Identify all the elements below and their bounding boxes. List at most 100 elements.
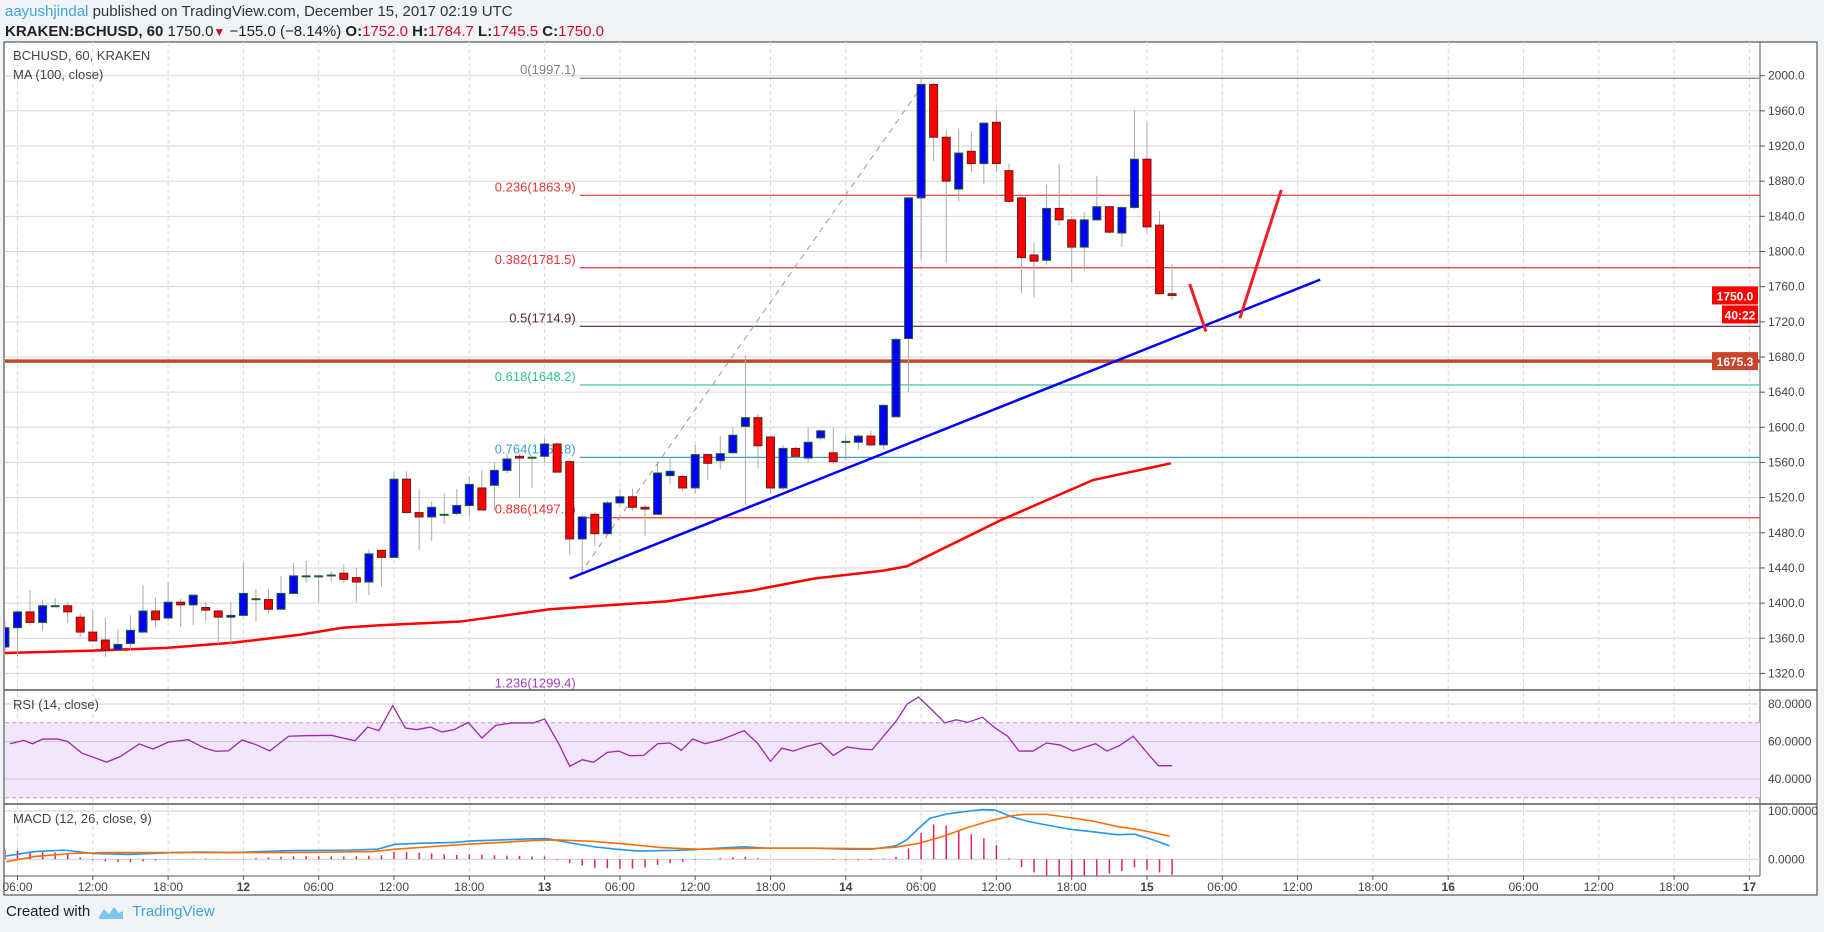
candle xyxy=(452,505,462,514)
y-tick-label: 1600.0 xyxy=(1768,420,1805,434)
candle xyxy=(75,616,85,633)
y-tick-label: 1360.0 xyxy=(1768,631,1805,645)
down-triangle-icon: ▼ xyxy=(213,25,226,39)
candle xyxy=(841,440,851,443)
candle xyxy=(13,611,22,629)
rsi-legend: RSI (14, close) xyxy=(13,697,99,712)
x-tick-label: 18:00 xyxy=(755,880,785,894)
x-tick-label: 18:00 xyxy=(454,880,484,894)
candle xyxy=(916,83,926,199)
x-tick-label: 18:00 xyxy=(1659,880,1689,894)
fib-label: 0.236(1863.9) xyxy=(495,179,576,194)
candle xyxy=(238,592,248,616)
x-tick-label: 18:00 xyxy=(153,880,183,894)
candle xyxy=(188,594,198,606)
x-tick-label: 14 xyxy=(839,880,853,894)
candle xyxy=(326,574,336,577)
ma100-line xyxy=(5,462,1172,655)
author-link[interactable]: aayushjindal xyxy=(5,3,89,20)
countdown-badge: 40:22 xyxy=(1725,308,1756,322)
x-tick-label: 18:00 xyxy=(1057,880,1087,894)
open-value: 1752.0 xyxy=(362,23,408,40)
y-tick-label: 1720.0 xyxy=(1768,315,1805,329)
candle xyxy=(803,441,813,459)
x-tick-label: 12:00 xyxy=(1584,880,1614,894)
open-label: O: xyxy=(345,23,363,40)
candle xyxy=(904,197,914,340)
y-tick-label: 1560.0 xyxy=(1768,455,1805,469)
candle xyxy=(138,610,148,633)
candle xyxy=(740,417,750,427)
y-tick-label: 1760.0 xyxy=(1768,280,1805,294)
x-tick-label: 16 xyxy=(1442,880,1456,894)
fib-label: 1.236(1299.4) xyxy=(495,676,576,691)
candle xyxy=(828,452,838,463)
candle xyxy=(1017,197,1026,259)
x-tick-label: 06:00 xyxy=(2,880,32,894)
candle xyxy=(715,453,725,462)
candle xyxy=(615,496,625,504)
support-price-badge: 1675.3 xyxy=(1717,355,1754,369)
candle xyxy=(690,454,700,489)
x-tick-label: 06:00 xyxy=(906,880,936,894)
candle xyxy=(163,601,173,619)
y-tick-label: 1440.0 xyxy=(1768,561,1805,575)
tradingview-brand[interactable]: TradingView xyxy=(132,903,215,920)
low-label: L: xyxy=(478,23,493,40)
footer: Created with TradingView xyxy=(6,903,215,920)
price-pane: 0(1997.1) 0.236(1863.9) 0.382(1781.5) 0.5(1… xyxy=(5,62,1760,691)
candle xyxy=(1155,224,1165,295)
candle xyxy=(954,152,964,190)
candle xyxy=(1129,158,1139,209)
y-tick-label: 1520.0 xyxy=(1768,491,1805,505)
candle xyxy=(878,404,888,446)
candle xyxy=(1167,293,1177,296)
last-price-badge-bg xyxy=(1712,286,1758,305)
candle xyxy=(264,599,273,610)
candle xyxy=(778,447,788,489)
candle xyxy=(853,435,863,443)
x-tick-label: 12:00 xyxy=(981,880,1011,894)
candle xyxy=(640,506,650,510)
rsi-line xyxy=(9,696,1173,768)
candle xyxy=(791,447,801,457)
y-tick-label: 1920.0 xyxy=(1768,139,1805,153)
rsi-tick-label: 80.0000 xyxy=(1768,697,1812,711)
candle xyxy=(301,575,311,578)
x-tick-label: 06:00 xyxy=(304,880,334,894)
candle xyxy=(1079,219,1089,248)
x-tick-label: 12:00 xyxy=(379,880,409,894)
candle xyxy=(866,435,876,446)
candle xyxy=(477,487,487,511)
x-tick-label: 12:00 xyxy=(680,880,710,894)
rsi-band xyxy=(5,722,1760,798)
projection-arrow-line xyxy=(1238,189,1283,319)
candle xyxy=(364,553,374,583)
macd-legend: MACD (12, 26, close, 9) xyxy=(13,811,152,826)
candle xyxy=(891,338,901,418)
candle xyxy=(5,627,10,648)
fib-diagonal-line xyxy=(579,77,928,575)
candle xyxy=(402,478,412,514)
candle xyxy=(515,455,524,459)
candle xyxy=(590,513,600,535)
candle xyxy=(1029,254,1039,262)
x-tick-label: 12:00 xyxy=(1283,880,1313,894)
last-price: 1750.0 xyxy=(167,23,214,40)
symbol-label: KRAKEN:BCHUSD, 60 xyxy=(5,23,164,40)
candle xyxy=(251,598,261,601)
candle xyxy=(1104,206,1114,233)
y-tick-label: 2000.0 xyxy=(1768,69,1805,83)
y-tick-label: 1840.0 xyxy=(1768,209,1805,223)
publish-text: published on TradingView.com, December 1… xyxy=(92,3,513,20)
close-value: 1750.0 xyxy=(558,23,604,40)
candle xyxy=(439,513,449,516)
candle xyxy=(929,83,939,138)
candle xyxy=(678,476,688,489)
candle xyxy=(389,478,399,558)
candle xyxy=(502,458,512,471)
fib-label: 0(1997.1) xyxy=(520,62,576,77)
x-tick-label: 17 xyxy=(1743,880,1757,894)
candle xyxy=(100,639,110,652)
